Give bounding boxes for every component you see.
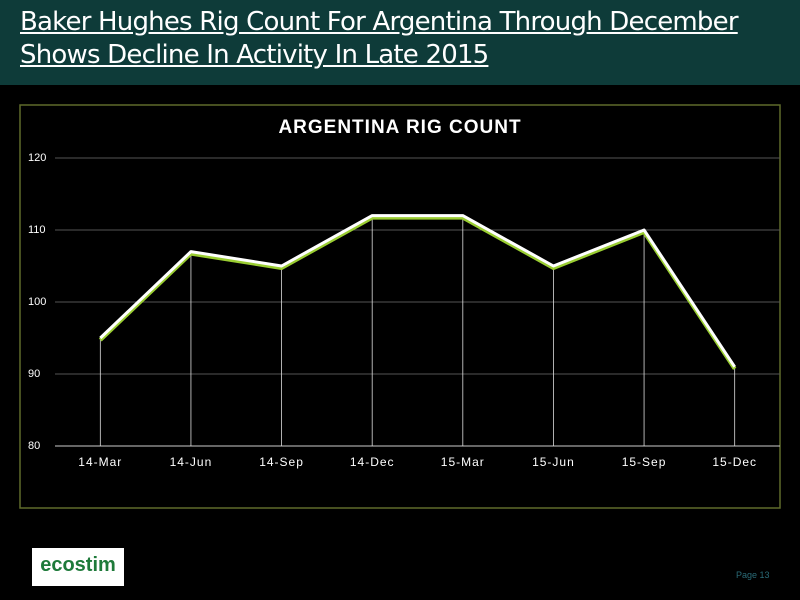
x-tick-label: 15-Dec (712, 455, 757, 469)
y-tick-label: 110 (28, 224, 46, 236)
line-shadow (98, 215, 737, 370)
x-tick-label: 14-Mar (78, 455, 122, 469)
line (99, 214, 736, 368)
page-number: Page 13 (736, 570, 770, 580)
y-tick-label: 80 (28, 440, 40, 452)
x-tick-label: 15-Jun (532, 455, 575, 469)
chart-frame (19, 104, 781, 509)
x-tick-label: 14-Jun (170, 455, 213, 469)
logo: ecostim (32, 548, 124, 586)
slide-title: Baker Hughes Rig Count For Argentina Thr… (20, 7, 739, 70)
x-tick-label: 14-Sep (259, 455, 304, 469)
x-tick-label: 15-Sep (622, 455, 667, 469)
header: Baker Hughes Rig Count For Argentina Thr… (0, 0, 800, 85)
x-tick-label: 15-Mar (441, 455, 485, 469)
y-tick-label: 120 (28, 152, 46, 164)
y-tick-label: 100 (28, 296, 46, 308)
x-tick-label: 14-Dec (350, 455, 395, 469)
y-tick-label: 90 (28, 368, 40, 380)
chart-title: ARGENTINA RIG COUNT (278, 117, 521, 138)
